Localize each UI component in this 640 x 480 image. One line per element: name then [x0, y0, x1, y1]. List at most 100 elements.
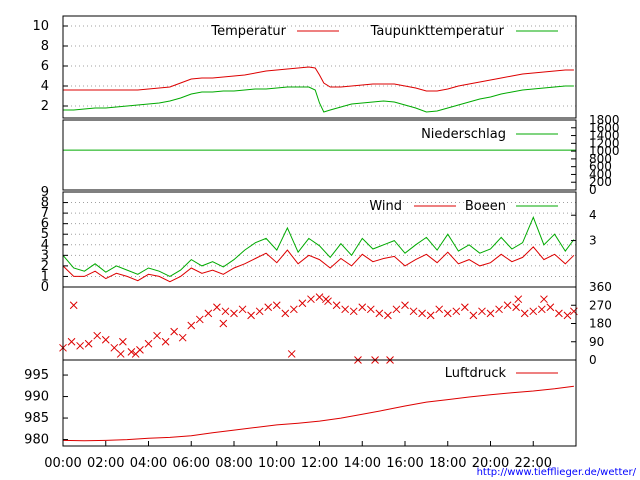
direction-point	[460, 303, 469, 312]
direction-point	[307, 295, 315, 304]
direction-point	[238, 305, 247, 314]
y-tick-label: 3	[41, 248, 49, 263]
direction-point	[358, 303, 367, 312]
x-tick-label: 22:00	[515, 456, 552, 471]
y-tick-label-right: 4	[589, 208, 597, 222]
direction-point	[341, 305, 350, 314]
x-tick-label: 12:00	[301, 456, 338, 471]
direction-point	[170, 327, 179, 336]
direction-point	[221, 307, 230, 316]
y-tick-label: 1	[41, 269, 49, 284]
panel-frame	[62, 359, 577, 447]
y-tick-label: 6	[41, 217, 49, 232]
x-tick-label: 02:00	[87, 456, 124, 471]
direction-point	[247, 311, 255, 320]
direction-point	[84, 339, 93, 348]
direction-point	[469, 311, 478, 320]
direction-point	[503, 301, 512, 310]
direction-point	[418, 309, 426, 318]
source-link[interactable]: http://www.tiefflieger.de/wetter/	[477, 467, 637, 478]
direction-point	[116, 350, 125, 358]
legend-dewpoint-label: Taupunkttemperatur	[370, 24, 505, 39]
direction-point	[315, 293, 324, 301]
y-tick-label: 2	[41, 99, 49, 114]
y-tick-label-right: 1200	[589, 136, 620, 150]
direction-point	[93, 331, 102, 340]
direction-point	[322, 295, 330, 304]
direction-point	[101, 335, 110, 344]
y-tick-label: 980	[24, 433, 49, 448]
direction-point	[332, 301, 341, 310]
direction-point	[529, 307, 538, 316]
direction-point	[69, 301, 78, 310]
legend-pressure-label: Luftdruck	[445, 366, 507, 381]
direction-point	[366, 305, 375, 314]
y-tick-label: 995	[24, 368, 49, 383]
y-tick-label: 9	[41, 185, 49, 200]
x-tick-label: 08:00	[215, 456, 252, 471]
y-tick-label-right: 360	[589, 280, 612, 294]
y-tick-label-right: 0	[589, 183, 597, 197]
grid-layer	[63, 25, 576, 288]
gust-line	[62, 215, 575, 277]
direction-point	[219, 319, 228, 328]
direction-point	[512, 303, 521, 312]
x-tick-label: 20:00	[472, 456, 509, 471]
y-tick-label-right: 0	[589, 353, 597, 367]
y-tick-label-right: 600	[589, 160, 612, 174]
direction-point	[264, 303, 273, 312]
pressure-line	[62, 385, 574, 442]
direction-point	[272, 301, 281, 310]
direction-point	[546, 303, 555, 312]
direction-point	[213, 303, 221, 312]
direction-point	[230, 309, 238, 318]
wind-line	[62, 246, 575, 283]
data-layer	[59, 66, 578, 442]
y-tick-label: 8	[41, 196, 49, 211]
y-tick-label: 4	[41, 238, 49, 253]
temperature-line	[63, 66, 574, 92]
direction-point	[67, 337, 76, 346]
y-tick-label: 6	[41, 59, 49, 74]
y-tick-label: 10	[32, 19, 49, 34]
x-tick-label: 10:00	[258, 456, 295, 471]
y-tick-label-right: 400	[589, 167, 612, 181]
x-tick-label: 00:00	[44, 456, 81, 471]
y-tick-label: 990	[24, 390, 49, 405]
direction-point	[187, 321, 196, 330]
dewpoint-line	[63, 85, 574, 113]
direction-point	[563, 311, 572, 320]
panel-frame	[62, 286, 577, 361]
y-tick-label-right: 1600	[589, 121, 620, 135]
direction-point	[161, 337, 170, 346]
direction-point	[452, 307, 461, 316]
direction-point	[255, 307, 264, 316]
x-tick-label: 04:00	[130, 456, 167, 471]
y-tick-label-right: 3	[589, 234, 597, 248]
direction-point	[555, 309, 563, 318]
direction-point	[478, 307, 486, 316]
y-tick-label-right: 180	[589, 317, 612, 331]
direction-point	[204, 309, 213, 318]
direction-point	[131, 350, 140, 358]
direction-point	[443, 309, 452, 318]
direction-point	[514, 295, 523, 304]
direction-point	[144, 339, 153, 348]
direction-point	[520, 309, 529, 318]
direction-point	[435, 305, 444, 314]
y-tick-label-right: 90	[589, 335, 604, 349]
direction-point	[110, 343, 119, 352]
y-tick-label: 8	[41, 39, 49, 54]
direction-point	[401, 301, 409, 310]
direction-point	[281, 309, 290, 318]
y-tick-label: 0	[41, 280, 49, 295]
y-tick-label-right: 200	[589, 175, 612, 189]
direction-point	[289, 305, 298, 314]
panel-frame	[62, 119, 577, 191]
direction-point	[118, 337, 127, 346]
y-tick-label-right: 270	[589, 298, 612, 312]
legend-precipitation-label: Niederschlag	[421, 127, 506, 142]
x-tick-label: 16:00	[386, 456, 423, 471]
